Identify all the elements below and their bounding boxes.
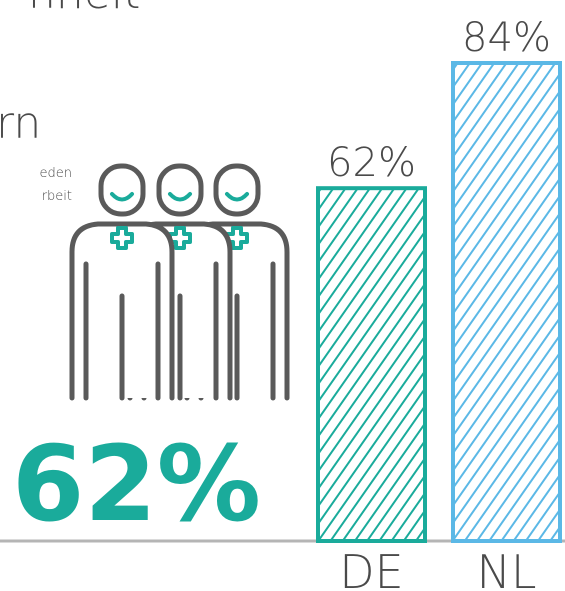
smile (110, 192, 134, 202)
smile (225, 192, 249, 202)
title: nheit (28, 0, 140, 19)
bar (316, 186, 427, 543)
people-icon (69, 163, 290, 401)
cross (110, 226, 134, 250)
description-line: eden (40, 166, 73, 181)
description-line: rbeit (42, 189, 72, 204)
category-label: DE (339, 545, 404, 591)
head (213, 163, 261, 217)
category-label: NL (476, 545, 536, 591)
value-label: 62% (327, 140, 416, 186)
highlight-number: 62% (12, 423, 261, 545)
subtitle: rn (0, 98, 41, 149)
smile (168, 192, 192, 202)
person (69, 163, 175, 401)
head (98, 163, 146, 217)
bar (451, 61, 562, 543)
head (156, 163, 204, 217)
value-label: 84% (462, 15, 551, 61)
